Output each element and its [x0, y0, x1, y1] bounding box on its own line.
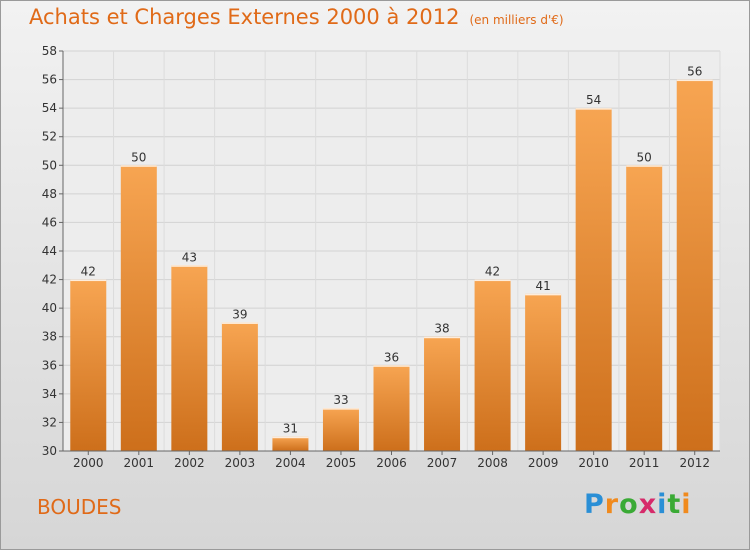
bar-highlight [221, 322, 258, 324]
x-tick-label-2006: 2006 [376, 456, 407, 470]
bar-2011 [626, 165, 663, 452]
brand-letter: P [584, 489, 605, 520]
brand-letter: o [619, 489, 639, 520]
y-tick-label: 38 [42, 330, 57, 344]
bar-highlight [575, 108, 612, 110]
proxiti-logo[interactable]: Proxiti [584, 489, 692, 520]
bar-highlight [171, 265, 208, 267]
bar-2010 [575, 108, 612, 452]
bar-highlight [525, 293, 562, 296]
y-tick-label: 42 [42, 273, 57, 287]
bar-highlight [373, 365, 410, 367]
bar-2003 [221, 322, 258, 451]
x-tick-label-2010: 2010 [578, 456, 609, 470]
bar-2001 [120, 165, 157, 452]
brand-letter: x [638, 489, 658, 520]
bar-2008 [474, 279, 511, 451]
commune-name: BOUDES [37, 495, 122, 519]
bar-highlight [626, 165, 663, 167]
brand-letter: t [667, 489, 682, 520]
bar-2004 [272, 436, 309, 451]
bar-2007 [424, 336, 461, 451]
data-label-2007: 38 [434, 322, 449, 336]
data-label-2009: 41 [535, 279, 550, 293]
y-tick-label: 48 [42, 187, 57, 201]
y-tick-label: 50 [42, 158, 57, 172]
y-tick-label: 46 [42, 215, 57, 229]
bar-highlight [676, 79, 713, 82]
y-tick-label: 52 [42, 130, 57, 144]
data-label-2000: 42 [81, 265, 96, 279]
y-tick-label: 58 [42, 44, 57, 58]
x-tick-label-2004: 2004 [275, 456, 306, 470]
brand-letter: i [681, 489, 692, 520]
y-tick-label: 32 [42, 415, 57, 429]
y-tick-label: 40 [42, 301, 57, 315]
bar-highlight [322, 408, 359, 410]
x-tick-label-2011: 2011 [629, 456, 660, 470]
bar-2002 [171, 265, 208, 451]
x-tick-label-2002: 2002 [174, 456, 205, 470]
data-label-2012: 56 [687, 65, 702, 79]
data-label-2005: 33 [333, 393, 348, 407]
x-tick-label-2009: 2009 [528, 456, 559, 470]
data-label-2001: 50 [131, 150, 146, 164]
brand-letter: i [657, 489, 668, 520]
data-label-2002: 43 [182, 250, 197, 264]
bars [70, 79, 713, 452]
x-tick-label-2003: 2003 [225, 456, 256, 470]
x-tick-label-2008: 2008 [477, 456, 508, 470]
y-tick-label: 30 [42, 444, 57, 458]
bar-2000 [70, 279, 107, 451]
labels: 30 32 34 36 38 40 42 44 46 48 50 52 54 56 58 42 2000 50 20… [42, 44, 710, 470]
bar-2009 [525, 293, 562, 451]
data-label-2006: 36 [384, 350, 399, 364]
brand-letter: r [604, 489, 620, 520]
bar-2005 [322, 408, 359, 451]
x-tick-label-2005: 2005 [326, 456, 357, 470]
data-label-2003: 39 [232, 307, 247, 321]
data-label-2010: 54 [586, 93, 601, 107]
data-label-2011: 50 [637, 150, 652, 164]
y-tick-label: 34 [42, 387, 57, 401]
x-tick-label-2000: 2000 [73, 456, 104, 470]
y-tick-label: 56 [42, 73, 57, 87]
bar-highlight [120, 165, 157, 167]
data-label-2008: 42 [485, 265, 500, 279]
data-label-2004: 31 [283, 422, 298, 436]
y-tick-label: 36 [42, 358, 57, 372]
bar-highlight [272, 436, 309, 439]
y-tick-label: 44 [42, 244, 57, 258]
bar-highlight [70, 279, 107, 282]
bar-2012 [676, 79, 713, 452]
title-text: Achats et Charges Externes 2000 à 2012 [29, 5, 460, 29]
x-tick-label-2007: 2007 [427, 456, 458, 470]
axes [59, 50, 720, 455]
bar-2006 [373, 365, 410, 451]
chart-subtitle: (en milliers d'€) [469, 13, 564, 27]
bar-highlight [474, 279, 511, 282]
y-tick-label: 54 [42, 101, 57, 115]
x-tick-label-2001: 2001 [124, 456, 155, 470]
chart-title: Achats et Charges Externes 2000 à 2012 (e… [29, 5, 564, 29]
bar-highlight [424, 336, 461, 339]
x-tick-label-2012: 2012 [679, 456, 710, 470]
